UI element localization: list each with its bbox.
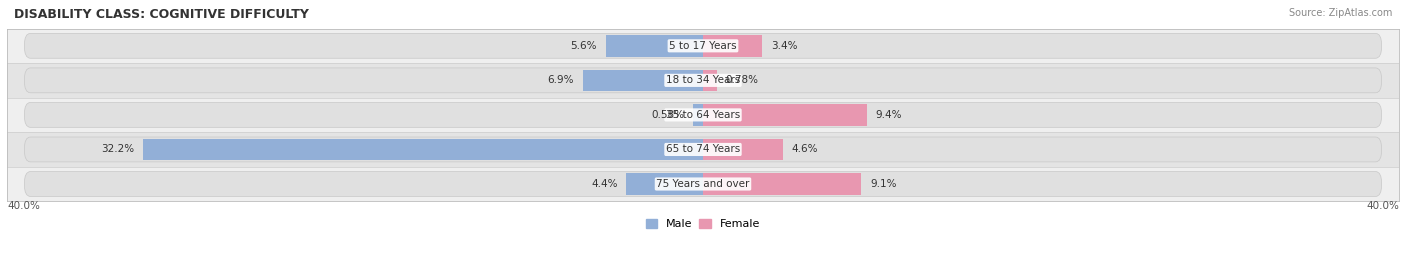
Text: 9.4%: 9.4% bbox=[876, 110, 901, 120]
Text: 40.0%: 40.0% bbox=[1367, 201, 1399, 211]
Bar bbox=[703, 104, 866, 126]
Bar bbox=[7, 29, 1399, 63]
FancyBboxPatch shape bbox=[24, 137, 1382, 162]
Text: 40.0%: 40.0% bbox=[7, 201, 39, 211]
Text: 6.9%: 6.9% bbox=[548, 75, 574, 85]
Text: 3.4%: 3.4% bbox=[770, 41, 797, 51]
Text: Source: ZipAtlas.com: Source: ZipAtlas.com bbox=[1288, 8, 1392, 18]
Text: DISABILITY CLASS: COGNITIVE DIFFICULTY: DISABILITY CLASS: COGNITIVE DIFFICULTY bbox=[14, 8, 309, 21]
Text: 32.2%: 32.2% bbox=[101, 144, 134, 154]
Text: 65 to 74 Years: 65 to 74 Years bbox=[666, 144, 740, 154]
Text: 9.1%: 9.1% bbox=[870, 179, 897, 189]
Text: 4.6%: 4.6% bbox=[792, 144, 818, 154]
Bar bbox=[703, 173, 862, 195]
Bar bbox=[627, 173, 703, 195]
Text: 5.6%: 5.6% bbox=[571, 41, 598, 51]
Text: 4.4%: 4.4% bbox=[592, 179, 617, 189]
FancyBboxPatch shape bbox=[24, 103, 1382, 127]
Legend: Male, Female: Male, Female bbox=[641, 214, 765, 234]
Bar bbox=[693, 104, 703, 126]
FancyBboxPatch shape bbox=[24, 68, 1382, 93]
Bar bbox=[7, 132, 1399, 167]
Bar bbox=[606, 35, 703, 56]
FancyBboxPatch shape bbox=[24, 171, 1382, 197]
Text: 35 to 64 Years: 35 to 64 Years bbox=[666, 110, 740, 120]
Bar bbox=[703, 35, 762, 56]
Text: 18 to 34 Years: 18 to 34 Years bbox=[666, 75, 740, 85]
Bar bbox=[7, 167, 1399, 201]
Text: 0.58%: 0.58% bbox=[651, 110, 685, 120]
Bar bbox=[7, 98, 1399, 132]
Bar bbox=[583, 70, 703, 91]
Bar bbox=[703, 70, 717, 91]
Bar bbox=[703, 139, 783, 160]
Text: 5 to 17 Years: 5 to 17 Years bbox=[669, 41, 737, 51]
Bar bbox=[142, 139, 703, 160]
Text: 75 Years and over: 75 Years and over bbox=[657, 179, 749, 189]
Text: 0.78%: 0.78% bbox=[725, 75, 758, 85]
FancyBboxPatch shape bbox=[24, 33, 1382, 58]
Bar bbox=[7, 63, 1399, 98]
